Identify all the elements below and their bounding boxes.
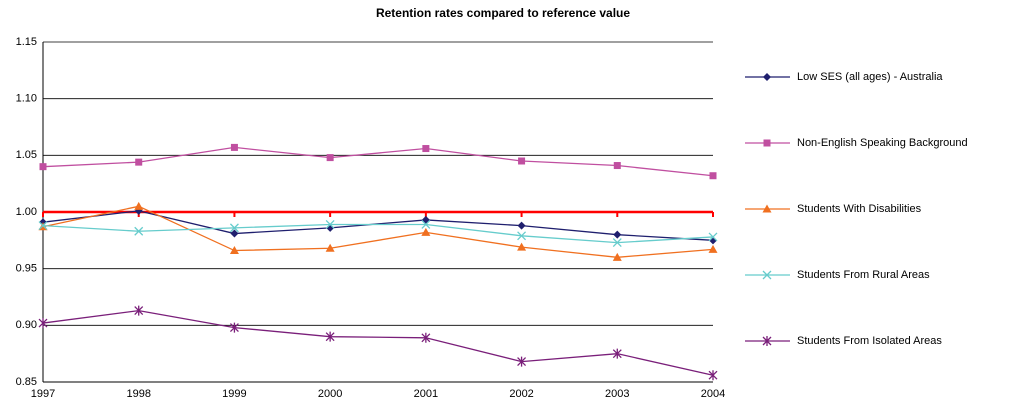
marker: [612, 348, 622, 359]
marker: [230, 229, 239, 238]
x-tick-label: 2002: [509, 388, 533, 400]
series-line: [42, 223, 714, 244]
marker: [422, 145, 430, 153]
marker: [612, 252, 622, 261]
series-line: [42, 205, 714, 258]
legend-marker: [762, 204, 772, 213]
marker: [517, 231, 527, 241]
marker: [229, 322, 239, 333]
marker: [325, 243, 335, 252]
marker: [517, 221, 526, 230]
legend-label: Non-English Speaking Background: [797, 137, 968, 149]
y-tick-label: 1.00: [16, 206, 37, 218]
marker: [230, 143, 238, 151]
marker: [134, 305, 144, 316]
marker: [517, 356, 527, 367]
marker: [134, 226, 144, 236]
y-tick-label: 0.85: [16, 376, 37, 388]
marker: [229, 223, 239, 233]
y-tick-label: 0.90: [16, 319, 37, 331]
series-line: [42, 309, 714, 376]
marker: [517, 242, 527, 251]
marker: [325, 220, 335, 229]
marker: [708, 232, 718, 242]
marker: [38, 221, 48, 231]
x-tick-label: 2001: [414, 388, 438, 400]
marker: [518, 157, 526, 165]
marker: [708, 244, 718, 253]
x-tick-label: 1997: [31, 388, 55, 400]
chart-title: Retention rates compared to reference va…: [376, 6, 630, 20]
legend-marker: [763, 139, 771, 147]
marker: [612, 238, 622, 248]
legend-marker: [762, 336, 772, 346]
y-tick-label: 1.10: [16, 93, 37, 105]
marker: [135, 158, 143, 166]
legend-label: Students With Disabilities: [797, 203, 922, 215]
marker: [708, 370, 718, 381]
marker: [613, 162, 621, 170]
marker: [38, 318, 48, 329]
y-tick-label: 0.95: [16, 263, 37, 275]
series-line: [42, 210, 714, 241]
legend-label: Students From Isolated Areas: [797, 335, 942, 347]
marker: [421, 220, 431, 229]
x-tick-label: 1999: [222, 388, 246, 400]
y-tick-label: 1.15: [16, 36, 37, 48]
marker: [421, 332, 431, 343]
series-line: [42, 146, 714, 177]
marker: [134, 201, 144, 210]
x-tick-label: 2003: [605, 388, 629, 400]
legend-label: Low SES (all ages) - Australia: [797, 71, 943, 83]
y-tick-label: 1.05: [16, 149, 37, 161]
marker: [39, 163, 47, 171]
x-tick-label: 2004: [701, 388, 725, 400]
marker: [421, 215, 430, 224]
marker: [709, 172, 717, 180]
marker: [229, 246, 239, 255]
legend-marker: [763, 73, 771, 81]
x-tick-label: 1998: [126, 388, 150, 400]
marker: [613, 230, 622, 239]
legend-label: Students From Rural Areas: [797, 269, 930, 281]
marker: [326, 154, 334, 162]
marker: [325, 331, 335, 342]
marker: [421, 227, 431, 236]
x-tick-label: 2000: [318, 388, 342, 400]
legend-marker: [762, 270, 772, 280]
